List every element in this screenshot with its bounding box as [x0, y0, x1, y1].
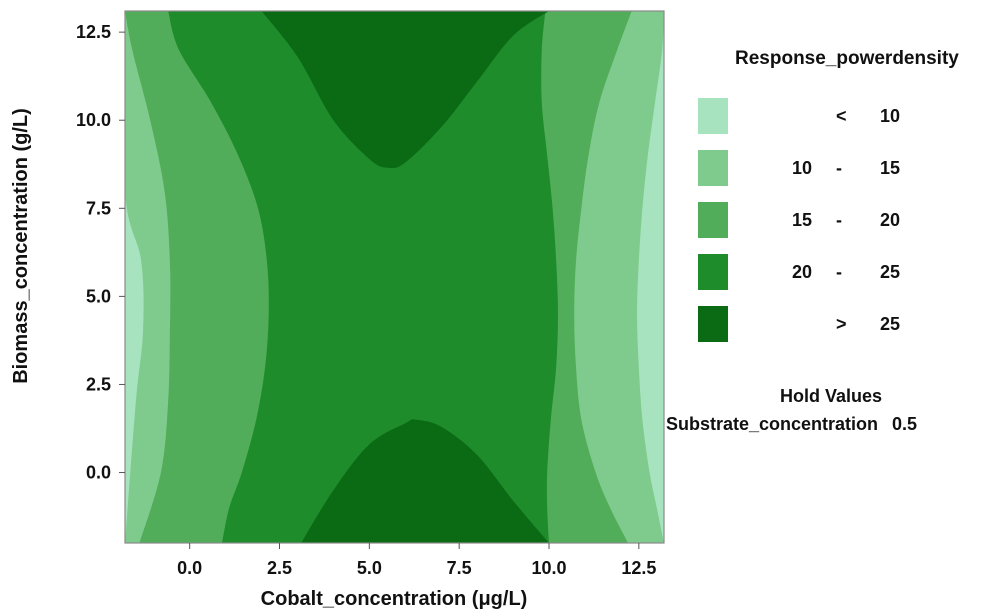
legend-swatch	[698, 202, 728, 238]
legend-swatch	[698, 98, 728, 134]
plot-area	[124, 10, 665, 544]
y-axis-label: Biomass_concentration (g/L)	[10, 108, 32, 384]
x-axis-label: Cobalt_concentration (μg/L)	[261, 588, 528, 610]
hold-value-number: 0.5	[892, 414, 918, 434]
hold-values-title: Hold Values	[779, 386, 883, 406]
hold-value-row: Substrate_concentration 0.5	[666, 414, 917, 435]
y-axis-ticks: 0.0 2.5 5.0 7.5 10.0 12.5	[76, 22, 125, 483]
legend-title: Response_powerdensity	[735, 48, 959, 69]
legend-label: 15	[880, 158, 901, 178]
x-tick-label: 12.5	[621, 558, 656, 578]
region-gt25-top	[261, 11, 549, 169]
legend-label: -	[836, 158, 842, 178]
x-tick-label: 2.5	[267, 558, 292, 578]
y-tick-label: 10.0	[76, 110, 111, 130]
legend-label: 25	[880, 314, 901, 334]
hold-value-name: Substrate_concentration	[666, 414, 879, 434]
legend-swatch	[698, 306, 728, 342]
contour-plot: 0.0 2.5 5.0 7.5 10.0 12.5 0.0 2.5 5.0 7.5 10.0 12.…	[10, 10, 665, 610]
y-tick-label: 7.5	[86, 198, 111, 218]
x-tick-label: 7.5	[447, 558, 472, 578]
legend-swatch	[698, 150, 728, 186]
legend-swatch	[698, 254, 728, 290]
region-10-15-left	[125, 11, 171, 543]
region-lt10-left	[125, 11, 144, 543]
legend-label: 15	[792, 210, 813, 230]
legend-label: -	[836, 210, 842, 230]
y-tick-label: 5.0	[86, 286, 111, 306]
plot-frame	[124, 10, 665, 544]
legend-label: 20	[792, 262, 813, 282]
legend-label: 10	[792, 158, 813, 178]
y-tick-label: 12.5	[76, 22, 111, 42]
legend-label: 20	[880, 210, 901, 230]
legend-label: 25	[880, 262, 901, 282]
x-tick-label: 10.0	[531, 558, 566, 578]
region-gt25-bottom	[301, 419, 549, 543]
legend-label: 10	[880, 106, 901, 126]
region-lt10-right	[637, 11, 664, 543]
legend-label: -	[836, 262, 842, 282]
y-tick-label: 2.5	[86, 374, 111, 394]
x-axis-ticks: 0.0 2.5 5.0 7.5 10.0 12.5	[177, 543, 656, 578]
y-tick-label: 0.0	[86, 463, 111, 483]
x-tick-label: 0.0	[177, 558, 202, 578]
x-tick-label: 5.0	[357, 558, 382, 578]
legend-label: >	[836, 314, 847, 334]
legend-label: <	[836, 106, 847, 126]
